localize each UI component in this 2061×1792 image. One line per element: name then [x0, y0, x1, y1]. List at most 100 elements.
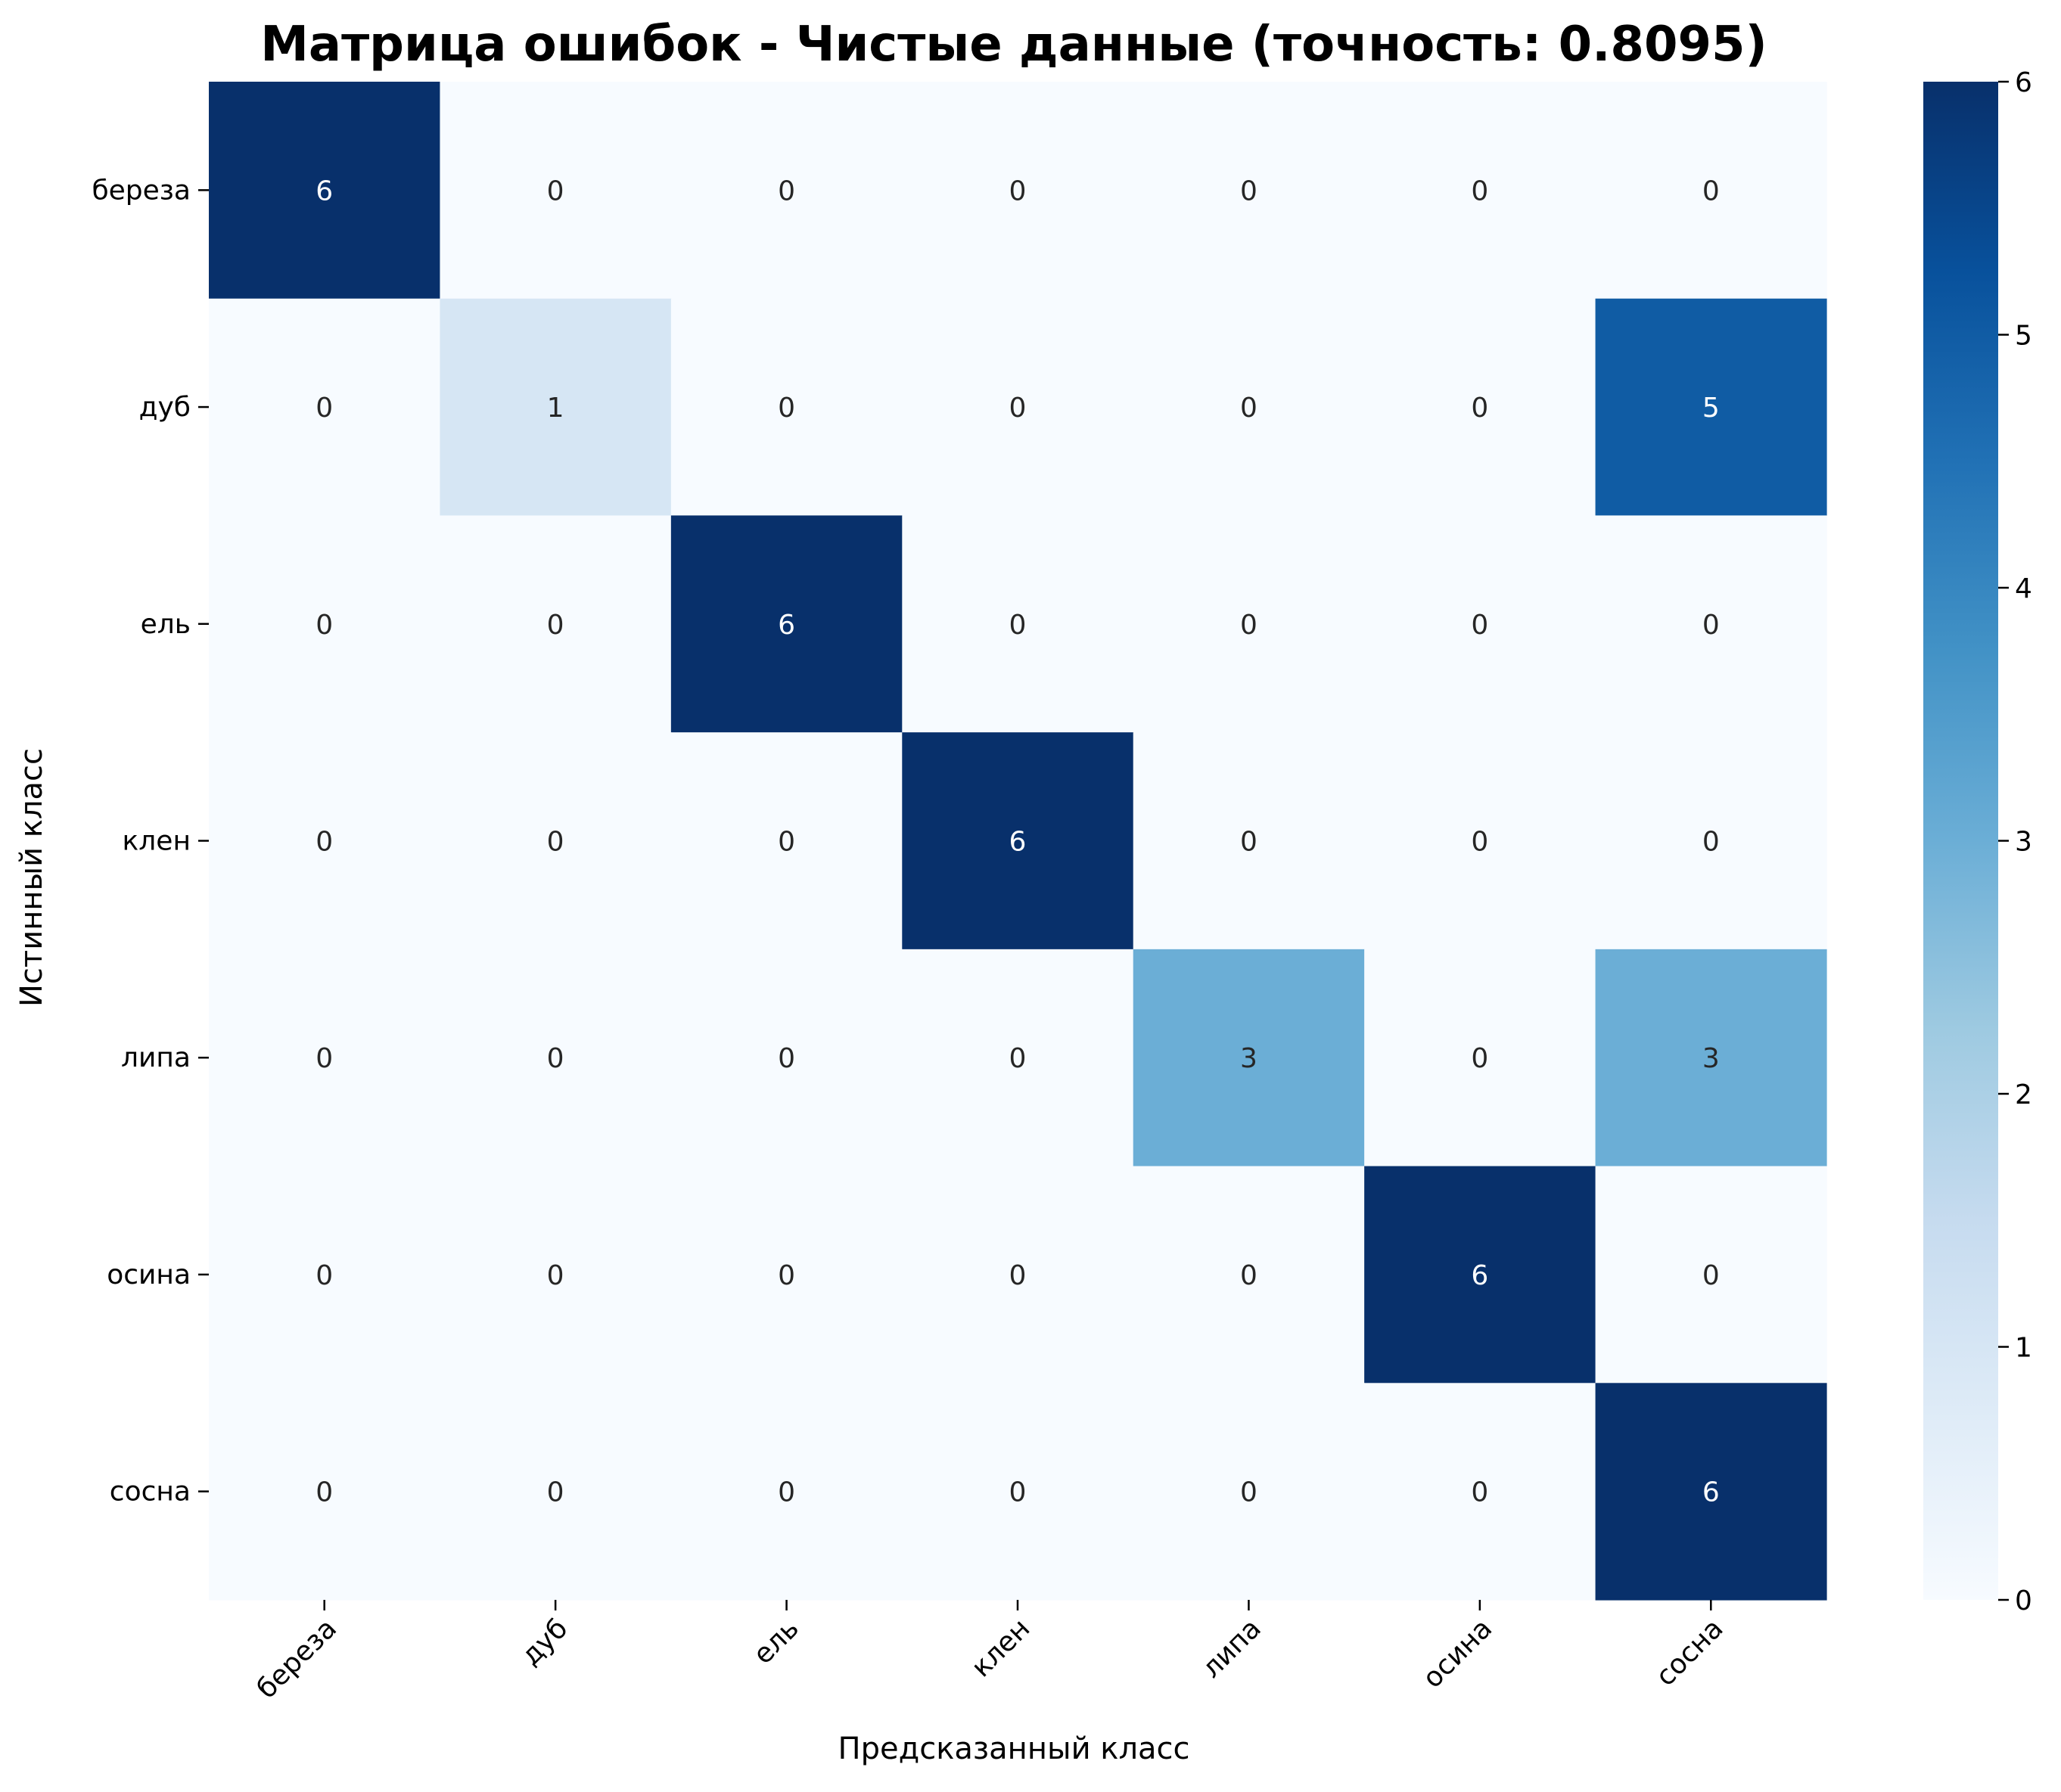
cell-value-label: 0: [1702, 1260, 1720, 1291]
cell-value-label: 0: [778, 1043, 795, 1074]
heatmap-cells: [209, 82, 1827, 1601]
heatmap-cell: [670, 949, 903, 1167]
heatmap-cell: [670, 1383, 903, 1601]
heatmap-cell: [902, 949, 1134, 1167]
cell-value-label: 0: [778, 393, 795, 424]
heatmap-cell: [902, 298, 1134, 517]
cell-value-label: 0: [1240, 610, 1257, 641]
heatmap-cell: [902, 1383, 1134, 1601]
x-axis-ticks: береза дуб ель клен липа осина сосна: [251, 1600, 1730, 1705]
heatmap-cell: [440, 949, 672, 1167]
colorbar-tick-label: 3: [2015, 827, 2032, 858]
cell-value-label: 0: [1240, 175, 1257, 207]
heatmap-cell: [1595, 1383, 1827, 1601]
heatmap-cell: [440, 1383, 672, 1601]
cell-value-label: 0: [547, 1260, 564, 1291]
cell-value-label: 0: [1009, 1043, 1027, 1074]
x-tick-label: береза: [251, 1613, 343, 1704]
colorbar-tick-label: 0: [2015, 1585, 2032, 1617]
cell-value-label: 0: [1702, 175, 1720, 207]
x-tick-label: дуб: [515, 1613, 574, 1671]
cell-value-label: 0: [1240, 827, 1257, 858]
colorbar-tick-label: 1: [2015, 1333, 2032, 1364]
chart-title: Матрица ошибок - Чистые данные (точность…: [260, 17, 1767, 73]
cell-value-label: 0: [316, 610, 333, 641]
cell-value-label: 0: [1471, 1477, 1488, 1508]
cell-value-label: 0: [547, 1477, 564, 1508]
heatmap-cell: [209, 82, 441, 300]
cell-value-label: 6: [1702, 1477, 1720, 1508]
cell-value-label: 6: [316, 175, 333, 207]
y-tick-label: липа: [121, 1042, 191, 1073]
heatmap-cell: [209, 1383, 441, 1601]
cell-value-label: 0: [778, 827, 795, 858]
cell-value-label: 0: [1009, 175, 1027, 207]
colorbar-gradient: [1923, 82, 1998, 1600]
cell-value-label: 0: [778, 1477, 795, 1508]
cell-value-label: 0: [316, 393, 333, 424]
heatmap-cell: [1595, 515, 1827, 733]
cell-value-label: 0: [316, 827, 333, 858]
heatmap-cell: [1364, 82, 1596, 300]
y-tick-label: береза: [92, 175, 191, 206]
heatmap-cell: [1133, 732, 1365, 950]
heatmap-cell: [1595, 949, 1827, 1167]
colorbar-tick-label: 5: [2015, 321, 2032, 352]
colorbar-tick-label: 4: [2015, 573, 2032, 604]
cell-value-label: 0: [1240, 1477, 1257, 1508]
y-tick-label: ель: [141, 609, 191, 640]
heatmap-cell: [440, 82, 672, 300]
heatmap-cell: [902, 1166, 1134, 1384]
cell-value-label: 6: [1009, 827, 1027, 858]
heatmap-cell: [209, 1166, 441, 1384]
cell-value-label: 6: [778, 610, 795, 641]
heatmap-cell: [209, 732, 441, 950]
y-axis-label: Истинный класс: [14, 748, 49, 1007]
heatmap-cell: [1364, 298, 1596, 517]
heatmap-cell: [1595, 1166, 1827, 1384]
heatmap-cell: [902, 732, 1134, 950]
heatmap-cell: [440, 732, 672, 950]
cell-value-label: 5: [1702, 393, 1720, 424]
x-tick-label: клен: [965, 1613, 1036, 1683]
y-tick-label: осина: [107, 1259, 191, 1290]
heatmap-cell: [902, 82, 1134, 300]
colorbar-ticks: 0 1 2 3 4 5 6: [1998, 67, 2032, 1617]
y-tick-label: клен: [123, 826, 191, 857]
heatmap-cell: [670, 1166, 903, 1384]
x-tick-label: осина: [1417, 1613, 1498, 1694]
cell-value-label: 1: [547, 393, 564, 424]
heatmap-cell: [1364, 1166, 1596, 1384]
cell-value-label: 0: [1240, 1260, 1257, 1291]
x-tick-label: ель: [748, 1613, 805, 1670]
heatmap-cell: [670, 732, 903, 950]
heatmap-cell: [1364, 515, 1596, 733]
cell-value-label: 0: [547, 827, 564, 858]
cell-value-label: 0: [1471, 175, 1488, 207]
cell-value-label: 0: [316, 1043, 333, 1074]
cell-value-label: 0: [316, 1260, 333, 1291]
heatmap-cell: [1595, 732, 1827, 950]
cell-value-label: 6: [1471, 1260, 1488, 1291]
cell-value-label: 3: [1702, 1043, 1720, 1074]
heatmap-cell: [1133, 515, 1365, 733]
heatmap-cell: [440, 515, 672, 733]
x-axis-label: Предсказанный класс: [838, 1731, 1190, 1766]
heatmap-cell: [209, 515, 441, 733]
heatmap-cell: [1133, 298, 1365, 517]
cell-value-label: 0: [316, 1477, 333, 1508]
cell-value-label: 3: [1240, 1043, 1257, 1074]
colorbar-tick-label: 2: [2015, 1079, 2032, 1110]
cell-value-label: 0: [778, 175, 795, 207]
y-axis-ticks: береза дуб ель клен липа осина сосна: [92, 175, 209, 1508]
x-tick-label: сосна: [1650, 1613, 1730, 1692]
cell-value-label: 0: [1702, 827, 1720, 858]
heatmap-cell: [1133, 82, 1365, 300]
cell-value-label: 0: [547, 1043, 564, 1074]
cell-value-label: 0: [1009, 610, 1027, 641]
cell-value-label: 0: [547, 175, 564, 207]
cell-value-label: 0: [1702, 610, 1720, 641]
x-tick-label: липа: [1196, 1613, 1267, 1684]
cell-value-label: 0: [1471, 393, 1488, 424]
